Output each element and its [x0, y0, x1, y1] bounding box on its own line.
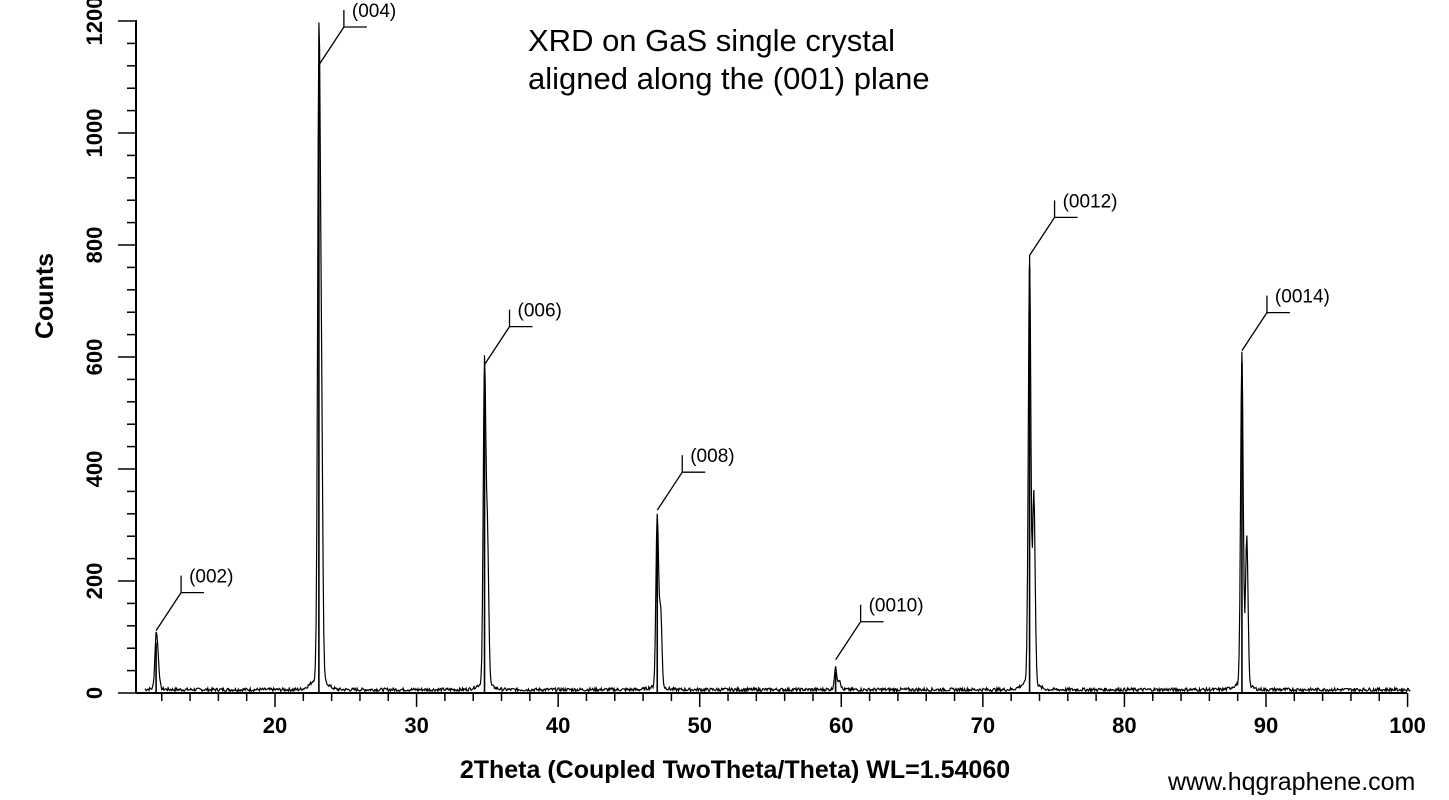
peak-leader-line [318, 26, 345, 66]
title-line-1: XRD on GaS single crystal [528, 23, 895, 58]
x-tick-label: 100 [1389, 713, 1426, 738]
peak-annotation: (006) [483, 301, 562, 365]
x-tick-label: 70 [971, 713, 995, 738]
axes [135, 20, 1407, 694]
x-tick-label: 90 [1254, 713, 1278, 738]
peak-label: (006) [518, 301, 562, 322]
peak-annotation: (008) [656, 446, 735, 511]
peak-label: (004) [352, 1, 396, 22]
watermark-url: www.hqgraphene.com [1168, 768, 1416, 796]
x-axis-title: 2Theta (Coupled TwoTheta/Theta) WL=1.540… [460, 756, 1010, 784]
x-tick-label: 40 [546, 713, 570, 738]
peak-annotation: (0010) [835, 596, 924, 661]
x-tick-label: 30 [404, 713, 428, 738]
peak-label: (0012) [1063, 191, 1118, 212]
title-line-2: aligned along the (001) plane [528, 61, 930, 96]
x-tick-label: 50 [687, 713, 711, 738]
diffraction-trace [144, 22, 1411, 694]
peak-annotation: (0014) [1241, 287, 1330, 351]
y-tick-label: 400 [82, 451, 107, 488]
peak-label: (002) [189, 567, 233, 588]
y-axis-title: Counts [31, 253, 59, 339]
xrd-line [144, 22, 1411, 694]
peak-leader-line [1029, 217, 1056, 256]
peak-leader-line [656, 471, 683, 511]
y-tick-label: 200 [82, 563, 107, 600]
peak-leader-line [835, 621, 862, 661]
peak-leader-line [1241, 312, 1268, 351]
y-tick-label: 1200 [82, 0, 107, 45]
peak-label: (0010) [869, 596, 924, 617]
y-tick-label: 1000 [82, 109, 107, 158]
peak-annotation: (002) [155, 567, 233, 631]
x-tick-label: 20 [263, 713, 287, 738]
y-tick-label: 0 [82, 687, 107, 699]
chart-title: XRD on GaS single crystal aligned along … [528, 23, 930, 96]
peak-leader-line [155, 592, 182, 631]
peak-annotation: (0012) [1029, 191, 1118, 256]
peak-label: (0014) [1275, 287, 1330, 308]
x-tick-label: 60 [829, 713, 853, 738]
peak-annotation: (004) [318, 1, 396, 66]
peak-label: (008) [690, 446, 734, 467]
y-tick-label: 800 [82, 227, 107, 264]
peak-annotations: (002) (004) (006) (008) (0010) (0012) (0014) [155, 1, 1330, 661]
peak-leader-line [483, 326, 511, 365]
y-tick-label: 600 [82, 339, 107, 376]
x-tick-label: 80 [1112, 713, 1136, 738]
